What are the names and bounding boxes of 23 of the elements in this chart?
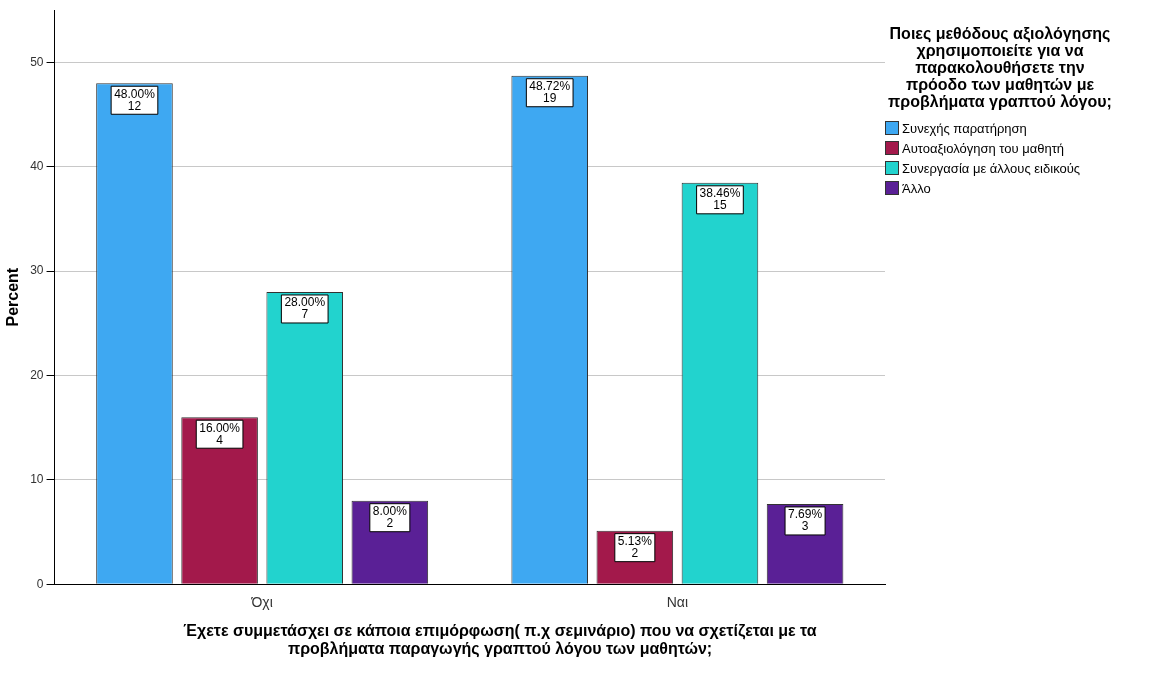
x-tick-label: Όχι xyxy=(250,594,273,611)
legend-title: Ποιες μεθόδους αξιολόγησης χρησιμοποιείτε για να παρακολουθήσετε την πρόοδο των μαθητών με προβλήματα γραπτού λόγου; xyxy=(887,25,1113,110)
data-label: 16.00% 4 xyxy=(199,420,241,447)
legend-label: Άλλο xyxy=(902,180,931,196)
data-label: 8.00% 2 xyxy=(372,504,408,531)
y-tick-label: 10 xyxy=(30,472,44,487)
y-tick-label: 0 xyxy=(36,576,44,591)
legend-label: Αυτοαξιολόγηση του μαθητή xyxy=(902,140,1065,156)
data-label: 28.00% 7 xyxy=(284,295,326,322)
y-tick-label: 40 xyxy=(30,159,44,174)
y-tick-label: 50 xyxy=(30,54,44,69)
data-label: 5.13% 2 xyxy=(617,533,653,560)
y-tick-label: 30 xyxy=(30,263,44,278)
x-axis-title: Έχετε συμμετάσχει σε κάποια επιμόρφωση( π.χ σεμινάριο) που να σχετίζεται με τα προβλήματα παραγωγής γραπτού λόγου των μαθητών; xyxy=(182,622,818,658)
y-axis-title: Percent xyxy=(4,267,22,327)
data-label: 48.72% 19 xyxy=(529,79,571,106)
x-tick-label: Ναι xyxy=(666,594,689,611)
legend-label: Συνεργασία με άλλους ειδικούς xyxy=(902,160,1081,176)
data-label: 48.00% 12 xyxy=(114,86,156,113)
legend-label: Συνεχής παρατήρηση xyxy=(902,120,1027,136)
data-label: 7.69% 3 xyxy=(788,507,823,534)
y-tick-label: 20 xyxy=(30,367,44,382)
data-label: 38.46% 15 xyxy=(699,186,741,213)
